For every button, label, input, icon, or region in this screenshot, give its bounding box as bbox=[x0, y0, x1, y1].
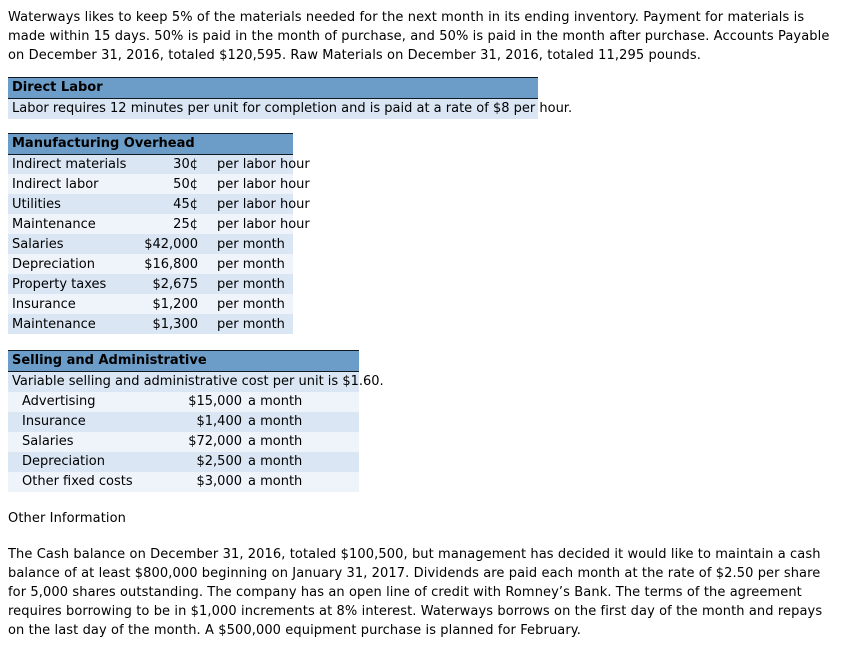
table-row: Maintenance 25¢ per labor hour bbox=[8, 214, 310, 234]
line-item-value: 30¢ bbox=[173, 156, 198, 172]
line-item-label: Depreciation bbox=[22, 454, 105, 469]
line-item-unit: a month bbox=[248, 474, 303, 489]
table-row: Other fixed costs $3,000 a month bbox=[8, 471, 359, 492]
line-item-label: Insurance bbox=[12, 296, 76, 312]
line-item-unit: per labor hour bbox=[217, 176, 310, 192]
table-row: Depreciation $2,500 a month bbox=[8, 451, 359, 472]
line-item-label: Salaries bbox=[12, 236, 64, 252]
line-item-value: $3,000 bbox=[196, 474, 243, 489]
table-row: Advertising $15,000 a month bbox=[8, 391, 359, 412]
line-item-value: $1,400 bbox=[196, 414, 243, 429]
line-item-unit: per month bbox=[217, 296, 285, 312]
line-item-value: $42,000 bbox=[144, 236, 198, 252]
other-information-paragraph: The Cash balance on December 31, 2016, t… bbox=[8, 546, 823, 638]
line-item-value: $15,000 bbox=[188, 394, 242, 409]
other-information-heading: Other Information bbox=[8, 510, 126, 526]
line-item-label: Other fixed costs bbox=[22, 474, 133, 489]
manufacturing-overhead-table: Manufacturing Overhead Indirect material… bbox=[8, 132, 310, 334]
table-header-row: Manufacturing Overhead bbox=[8, 132, 293, 155]
table-row: Depreciation $16,800 per month bbox=[8, 254, 293, 274]
line-item-unit: per labor hour bbox=[217, 196, 310, 212]
table-row: Property taxes $2,675 per month bbox=[8, 274, 293, 294]
direct-labor-table: Direct Labor Labor requires 12 minutes p… bbox=[8, 77, 573, 119]
line-item-label: Property taxes bbox=[12, 276, 107, 292]
line-item-unit: a month bbox=[248, 414, 303, 429]
table-header-row: Selling and Administrative bbox=[8, 350, 359, 372]
line-item-label: Insurance bbox=[22, 414, 86, 429]
line-item-value: $2,500 bbox=[196, 454, 243, 469]
line-item-unit: a month bbox=[248, 434, 303, 449]
table-row: Labor requires 12 minutes per unit for c… bbox=[8, 98, 573, 119]
direct-labor-title: Direct Labor bbox=[8, 77, 538, 99]
line-item-value: 25¢ bbox=[173, 216, 198, 232]
line-item-label: Salaries bbox=[22, 434, 74, 449]
selling-administrative-title: Selling and Administrative bbox=[8, 350, 359, 372]
line-item-label: Maintenance bbox=[12, 316, 96, 332]
line-item-label: Maintenance bbox=[12, 216, 96, 232]
line-item-unit: per month bbox=[217, 316, 285, 332]
line-item-value: $2,675 bbox=[152, 276, 199, 292]
line-item-value: $1,300 bbox=[152, 316, 199, 332]
table-row: Insurance $1,200 per month bbox=[8, 294, 293, 314]
line-item-value: $16,800 bbox=[144, 256, 198, 272]
table-row: Indirect materials 30¢ per labor hour bbox=[8, 154, 310, 174]
line-item-label: Indirect materials bbox=[12, 156, 127, 172]
line-item-label: Advertising bbox=[22, 394, 96, 409]
selling-administrative-note: Variable selling and administrative cost… bbox=[12, 374, 384, 390]
line-item-unit: per labor hour bbox=[217, 216, 310, 232]
direct-labor-note: Labor requires 12 minutes per unit for c… bbox=[12, 101, 573, 117]
line-item-value: $72,000 bbox=[188, 434, 242, 449]
line-item-value: 45¢ bbox=[173, 196, 198, 212]
manufacturing-overhead-title: Manufacturing Overhead bbox=[8, 132, 293, 155]
line-item-label: Utilities bbox=[12, 196, 61, 212]
table-row: Variable selling and administrative cost… bbox=[8, 371, 384, 392]
page: Waterways likes to keep 5% of the materi… bbox=[8, 8, 841, 640]
table-row: Insurance $1,400 a month bbox=[8, 411, 359, 432]
intro-paragraph: Waterways likes to keep 5% of the materi… bbox=[8, 10, 830, 63]
line-item-unit: per labor hour bbox=[217, 156, 310, 172]
line-item-unit: a month bbox=[248, 394, 303, 409]
table-row: Indirect labor 50¢ per labor hour bbox=[8, 174, 310, 194]
line-item-unit: per month bbox=[217, 236, 285, 252]
line-item-unit: per month bbox=[217, 276, 285, 292]
table-row: Maintenance $1,300 per month bbox=[8, 314, 293, 334]
line-item-unit: per month bbox=[217, 256, 285, 272]
line-item-label: Depreciation bbox=[12, 256, 95, 272]
line-item-unit: a month bbox=[248, 454, 303, 469]
table-header-row: Direct Labor bbox=[8, 77, 538, 99]
table-row: Salaries $42,000 per month bbox=[8, 234, 293, 254]
table-row: Utilities 45¢ per labor hour bbox=[8, 194, 310, 214]
selling-administrative-table: Selling and Administrative Variable sell… bbox=[8, 350, 384, 492]
table-row: Salaries $72,000 a month bbox=[8, 431, 359, 452]
line-item-label: Indirect labor bbox=[12, 176, 99, 192]
line-item-value: $1,200 bbox=[152, 296, 199, 312]
line-item-value: 50¢ bbox=[173, 176, 198, 192]
